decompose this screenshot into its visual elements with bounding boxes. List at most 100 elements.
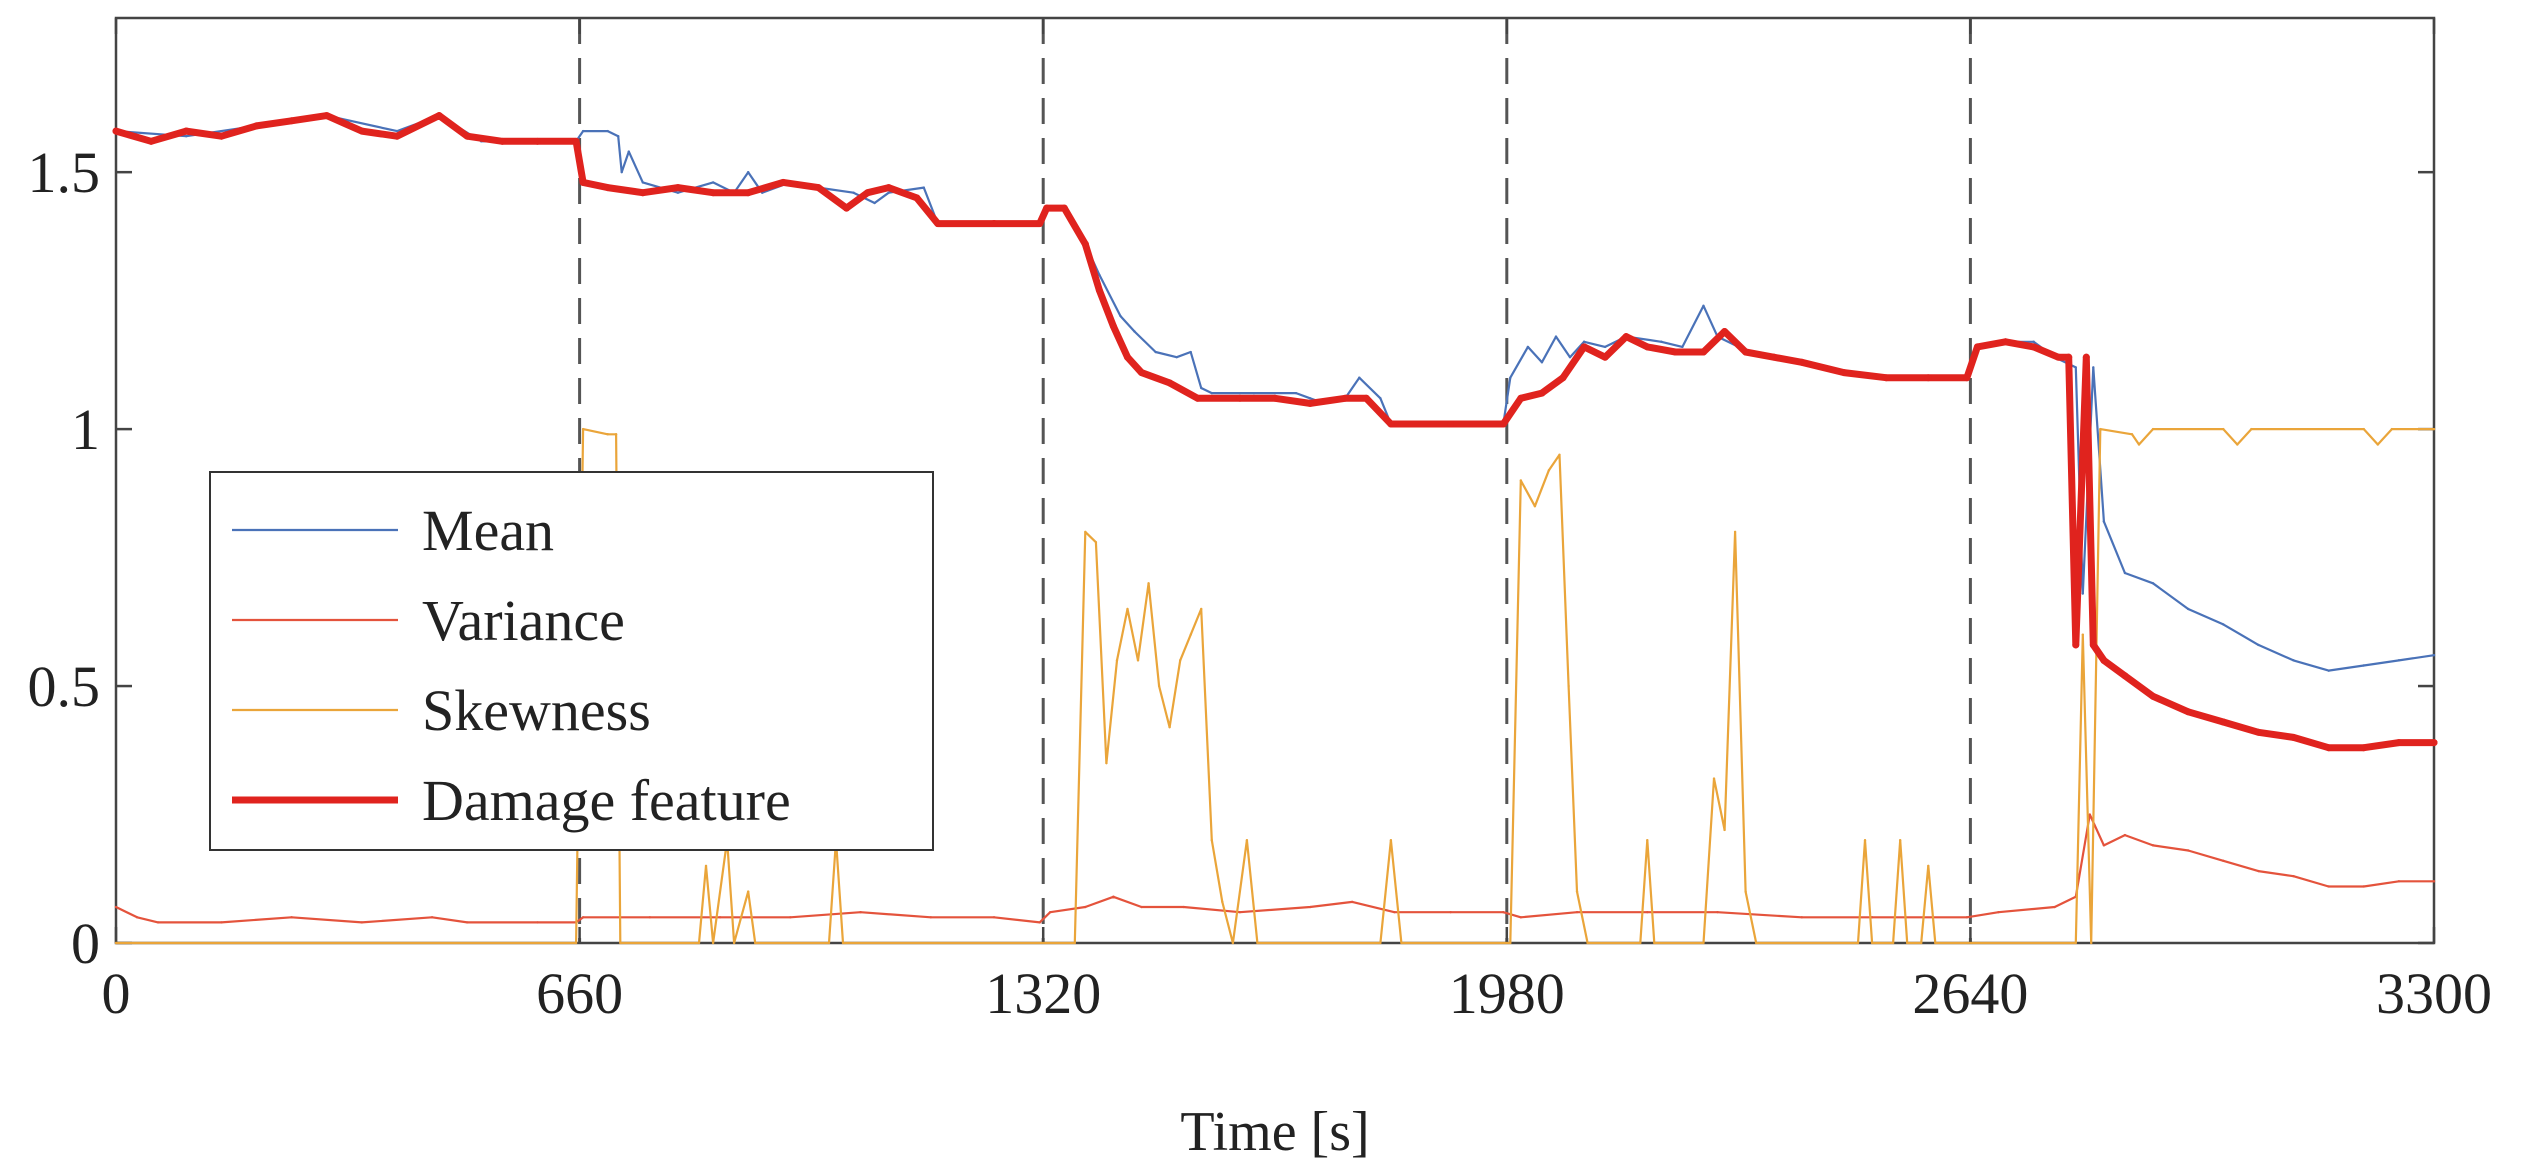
series-3 [112,112,2438,752]
data-point-3-28 [1036,220,1044,228]
data-point-3-23 [864,189,872,197]
data-point-0-85 [2397,659,2401,662]
data-point-3-39 [1271,394,1279,402]
data-point-1-17 [1038,921,1041,924]
x-tick-label-2: 1320 [985,961,1101,1026]
data-point-2-15 [841,941,845,945]
data-point-2-59 [1905,941,1909,945]
data-point-1-47 [2327,885,2330,888]
data-point-3-14 [579,178,587,186]
data-point-2-24 [1157,684,1161,688]
data-point-2-42 [1567,684,1570,688]
data-point-2-25 [1168,725,1171,729]
series-layer [112,112,2438,945]
data-point-3-54 [1699,348,1707,356]
data-point-2-68 [2137,443,2141,446]
data-point-3-66 [2054,353,2062,361]
data-point-3-67 [2065,353,2073,361]
data-point-3-27 [990,220,998,228]
data-point-1-45 [2257,869,2260,873]
data-point-3-15 [604,184,612,192]
data-point-0-33 [1119,314,1122,318]
data-point-1-23 [1238,910,1242,914]
data-point-1-36 [1997,910,2000,914]
x-tick-label-0: 0 [102,961,131,1026]
data-point-2-33 [1256,941,1259,945]
data-point-1-8 [536,921,539,924]
data-point-3-58 [1798,358,1806,366]
data-point-3-75 [2219,718,2227,726]
legend: Mean Variance Skewness Damage feature [209,471,934,851]
data-point-2-11 [746,890,750,893]
data-point-2-17 [1084,530,1087,534]
data-point-3-11 [498,137,506,145]
data-point-2-22 [1136,659,1140,662]
data-point-3-30 [1060,204,1068,212]
data-point-0-15 [676,191,680,194]
data-point-3-18 [709,189,717,197]
data-point-0-46 [1379,397,1382,400]
data-point-3-42 [1362,394,1370,402]
data-point-3-6 [323,112,331,120]
data-point-3-81 [2430,739,2438,747]
data-point-0-1 [185,134,188,138]
x-tick-label-4: 2640 [1912,961,2028,1026]
data-point-2-35 [1389,839,1393,842]
legend-label-3: Damage feature [422,768,791,833]
data-point-2-72 [2250,427,2253,431]
data-point-0-59 [1681,345,1684,349]
data-point-3-8 [393,132,401,140]
data-point-3-7 [358,127,366,135]
data-point-2-0 [114,941,118,945]
data-point-3-38 [1236,394,1244,402]
data-point-2-3 [606,433,609,436]
data-point-2-56 [1870,941,1874,945]
data-point-0-9 [581,129,585,133]
data-point-2-63 [2074,941,2077,945]
data-point-2-57 [1891,941,1895,945]
data-point-0-58 [1660,340,1663,343]
data-point-0-50 [1509,376,1512,379]
legend-label-2: Skewness [422,678,651,743]
data-point-1-3 [220,921,223,924]
data-point-0-79 [2186,607,2190,611]
data-point-2-69 [2151,427,2155,431]
data-point-3-43 [1387,420,1395,428]
data-point-3-61 [1924,374,1932,382]
data-point-3-50 [1601,353,1609,361]
data-point-2-51 [1733,530,1737,534]
data-point-3-64 [2002,338,2010,346]
data-point-3-37 [1194,394,1202,402]
data-point-2-58 [1898,839,1902,842]
data-point-3-25 [913,194,921,202]
data-point-1-13 [789,916,792,919]
data-point-3-13 [572,137,580,145]
legend-box [209,471,934,851]
data-point-0-71 [2032,340,2035,343]
data-point-0-24 [887,191,890,194]
data-point-2-2 [581,427,585,431]
data-point-3-77 [2290,733,2298,741]
data-point-1-26 [1393,910,1396,914]
data-point-3-62 [1963,374,1971,382]
data-point-2-30 [1221,900,1224,904]
data-point-3-69 [2082,353,2090,361]
data-point-2-65 [2090,941,2093,945]
data-point-0-14 [641,181,645,184]
data-point-3-31 [1081,240,1089,248]
data-point-2-34 [1379,941,1382,945]
data-point-0-52 [1540,361,1544,364]
data-point-2-26 [1178,659,1182,662]
data-point-3-57 [1770,353,1778,361]
data-point-1-31 [1646,910,1649,914]
data-point-1-21 [1140,905,1143,909]
data-point-2-6 [697,941,701,945]
data-point-2-44 [1586,941,1589,945]
data-point-1-6 [430,916,434,919]
data-point-1-48 [2362,885,2365,888]
data-point-2-75 [2390,427,2394,431]
data-point-0-32 [1098,273,1101,277]
data-point-2-1 [574,941,578,945]
data-point-2-40 [1547,469,1551,472]
data-point-1-41 [2123,833,2127,837]
